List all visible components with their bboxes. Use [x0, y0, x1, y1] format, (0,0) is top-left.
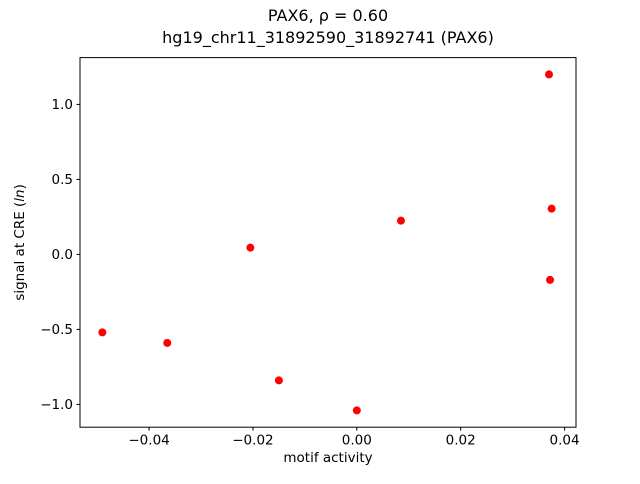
scatter-point	[163, 338, 172, 347]
y-axis-label-suffix: )	[12, 184, 28, 189]
scatter-point	[246, 243, 255, 252]
scatter-point	[396, 216, 405, 225]
x-tick-label: 0.04	[550, 433, 580, 449]
scatter-point	[274, 376, 283, 385]
y-axis-ticks: −1.0 −0.5 0.0 0.5 1.0	[40, 97, 80, 413]
plot-title-line2: hg19_chr11_31892590_31892741 (PAX6)	[162, 28, 494, 48]
y-axis-label-prefix: signal at CRE (	[12, 202, 28, 301]
scatter-point	[98, 328, 107, 337]
x-axis-label: motif activity	[283, 450, 372, 466]
y-tick-label: −0.5	[40, 322, 73, 338]
data-points	[98, 70, 556, 415]
y-tick-label: −1.0	[40, 397, 73, 413]
scatter-point	[544, 70, 553, 79]
scatter-point	[352, 406, 361, 415]
y-axis-label-italic: ln	[12, 189, 28, 201]
x-tick-label: 0.00	[342, 433, 372, 449]
x-tick-label: −0.04	[128, 433, 169, 449]
scatter-point	[546, 275, 555, 284]
y-axis-label: signal at CRE (ln)	[12, 184, 28, 301]
y-tick-label: 1.0	[52, 97, 73, 113]
axes-box	[79, 57, 577, 428]
y-tick-label: 0.5	[52, 172, 73, 188]
scatter-point	[547, 204, 556, 213]
x-axis-ticks: −0.04 −0.02 0.00 0.02 0.04	[128, 427, 580, 449]
x-tick-label: −0.02	[232, 433, 273, 449]
x-tick-label: 0.02	[446, 433, 476, 449]
y-tick-label: 0.0	[52, 247, 73, 263]
plot-title-line1: PAX6, ρ = 0.60	[268, 6, 388, 25]
